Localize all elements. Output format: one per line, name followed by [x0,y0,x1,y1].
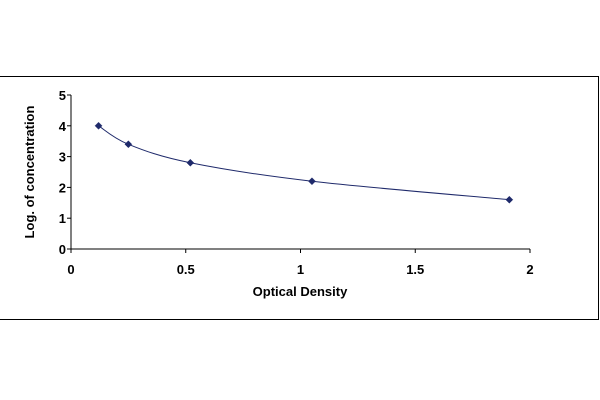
x-tick-label: 2 [526,262,533,277]
x-tick-label: 0.5 [177,262,195,277]
x-tick-label: 1 [297,262,304,277]
fit-curve [98,125,510,201]
data-point [308,177,316,186]
data-point [505,195,514,204]
data-points [94,121,514,204]
y-tick-label: 3 [59,150,66,165]
y-tick-label: 0 [59,242,66,257]
y-tick-label: 2 [59,180,66,195]
y-tick-label: 4 [59,119,67,134]
chart-frame [0,76,599,320]
axes [70,95,530,250]
y-axis-title: Log. of concentration [22,106,37,239]
x-tick-label: 0 [67,262,74,277]
data-point [124,140,133,149]
data-point [94,121,103,130]
y-tick-label: 5 [59,88,66,103]
y-ticks: 0 1 2 3 4 5 [59,88,71,257]
x-ticks: 0 0.5 1 1.5 2 [67,249,534,277]
x-tick-label: 1.5 [406,262,424,277]
y-tick-label: 1 [59,211,66,226]
data-point [186,158,195,167]
x-axis-title: Optical Density [253,284,348,299]
